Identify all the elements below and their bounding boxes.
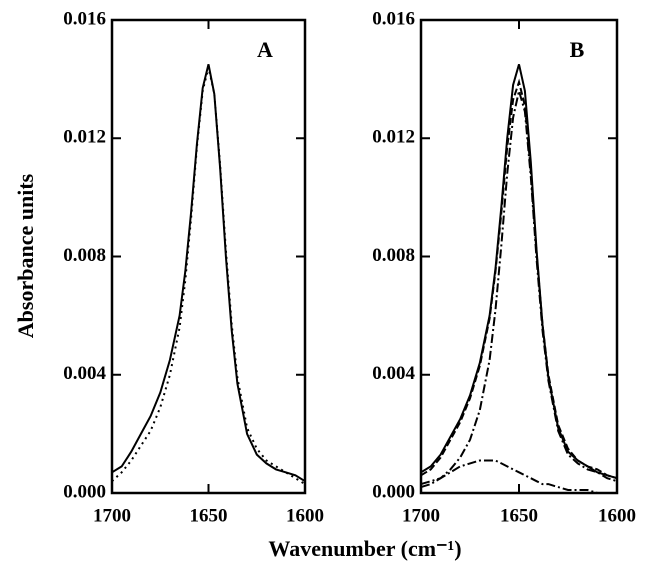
y-tick-label: 0.016 [372, 8, 415, 29]
panel-label: A [257, 37, 273, 62]
y-tick-label: 0.004 [63, 363, 106, 384]
panel-label: B [570, 37, 585, 62]
y-tick-label: 0.008 [372, 245, 415, 266]
plot-frame [419, 18, 619, 495]
x-tick-label: 1700 [93, 505, 131, 526]
x-tick-label: 1600 [598, 505, 636, 526]
line [111, 67, 306, 485]
y-tick-label: 0.000 [63, 481, 106, 502]
y-tick-label: 0.012 [63, 127, 106, 148]
x-tick-label: 1700 [402, 505, 440, 526]
y-axis-label: Absorbance units [13, 173, 38, 338]
x-tick-label: 1600 [286, 505, 324, 526]
line [420, 64, 618, 480]
y-tick-label: 0.004 [372, 363, 415, 384]
y-tick-label: 0.000 [372, 481, 415, 502]
plot-frame [110, 18, 307, 495]
y-tick-label: 0.008 [63, 245, 106, 266]
line [420, 90, 618, 489]
line [111, 64, 306, 483]
x-tick-label: 1650 [500, 505, 538, 526]
line [420, 459, 617, 494]
y-tick-label: 0.012 [372, 127, 415, 148]
x-tick-label: 1650 [190, 505, 228, 526]
y-tick-label: 0.016 [63, 8, 106, 29]
x-axis-label: Wavenumber (cm⁻¹) [268, 536, 461, 561]
line [420, 78, 618, 480]
